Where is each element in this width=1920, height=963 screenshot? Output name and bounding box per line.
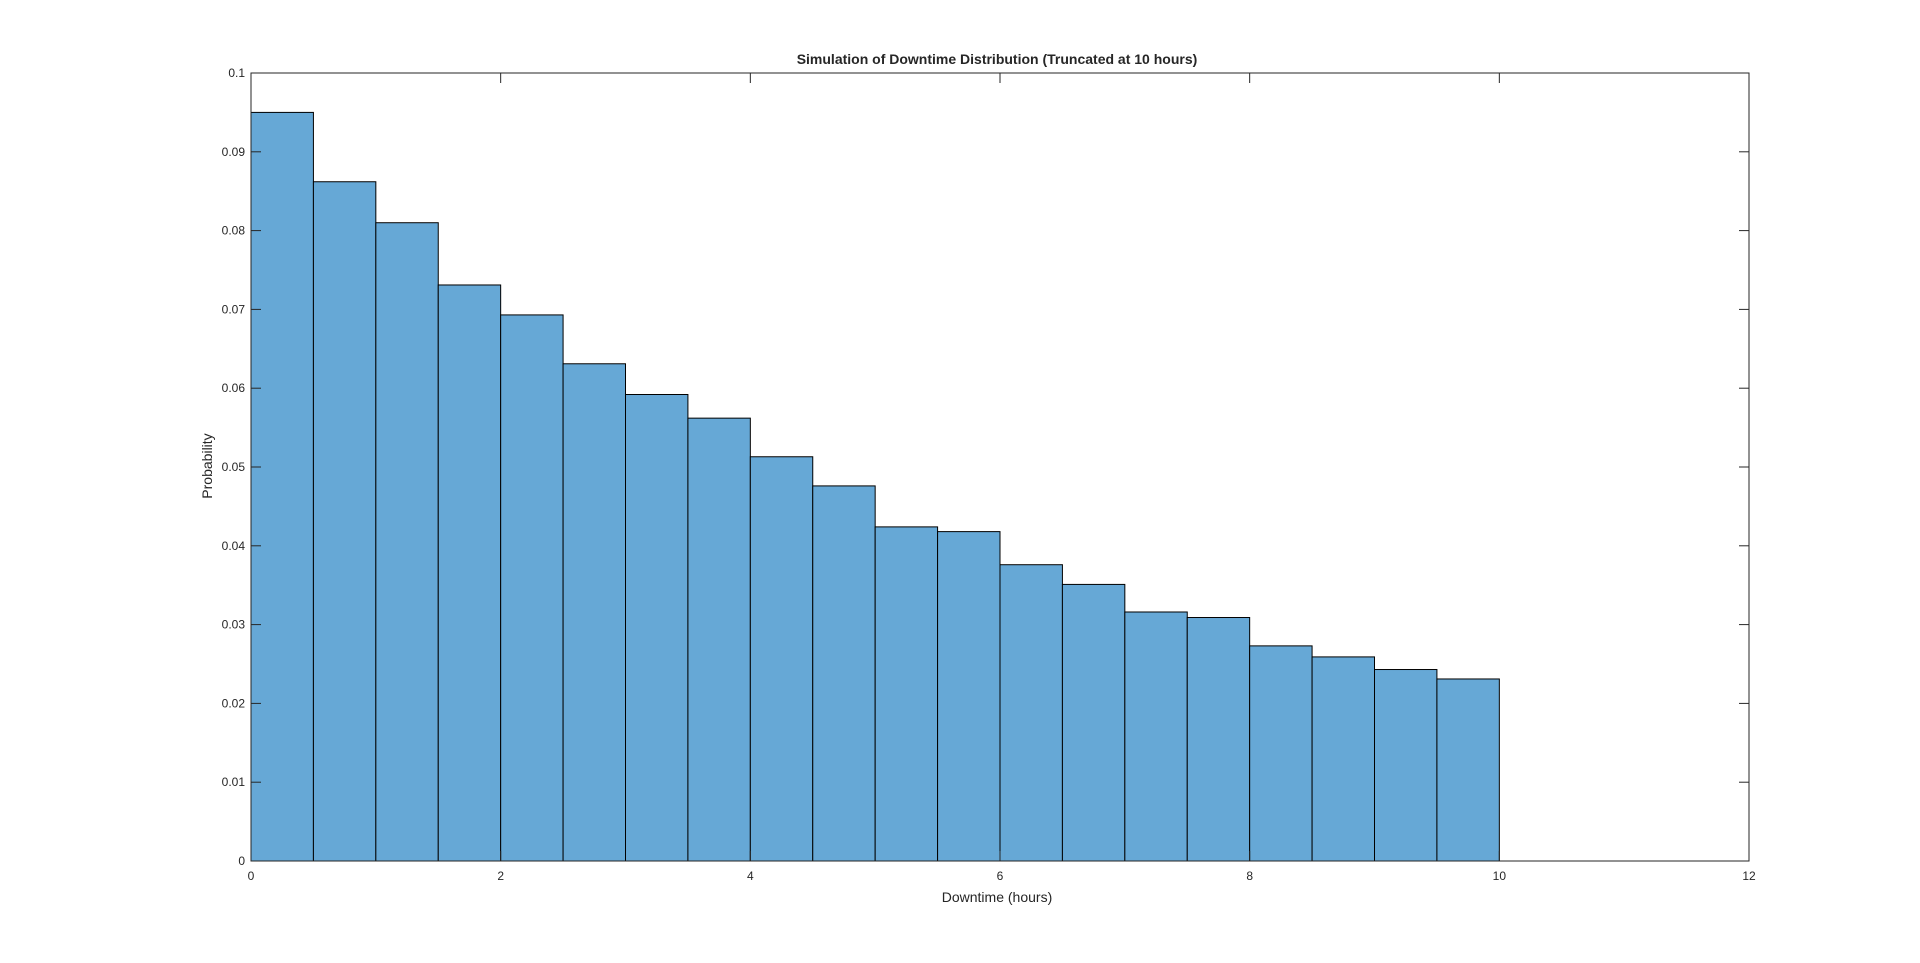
x-tick-label: 4 (747, 869, 754, 883)
histogram-bar (1124, 611, 1188, 862)
histogram-bar (437, 284, 502, 862)
histogram-bar (874, 526, 939, 862)
x-tick-label: 0 (248, 869, 255, 883)
y-tick-label: 0.07 (222, 302, 246, 316)
histogram-bar (1374, 669, 1438, 862)
y-tick-label: 0.05 (222, 460, 246, 474)
histogram-bar (1186, 617, 1251, 862)
chart-title: Simulation of Downtime Distribution (Tru… (797, 51, 1198, 67)
x-tick-label: 10 (1493, 869, 1507, 883)
histogram-bar (749, 456, 814, 862)
histogram-bar (312, 181, 377, 862)
histogram-bar (500, 314, 564, 862)
histogram-bar (562, 363, 626, 862)
axes-group: 0 2 4 6 8 10 12 0 0.01 0.02 0.03 0.04 0.05 0.06 0.07 0.… (222, 66, 1756, 883)
x-tick-label: 12 (1742, 869, 1756, 883)
histogram-bar (375, 222, 439, 862)
histogram-bar (999, 564, 1063, 862)
histogram-bar (1249, 645, 1313, 862)
y-tick-label: 0.08 (222, 224, 246, 238)
x-axis-label: Downtime (hours) (942, 889, 1052, 905)
y-tick-label: 0.1 (228, 66, 245, 80)
histogram-bar (250, 111, 314, 862)
histogram-bar (937, 531, 1001, 862)
y-tick-label: 0.01 (222, 775, 246, 789)
histogram-bar (625, 394, 689, 862)
x-tick-label: 6 (997, 869, 1004, 883)
y-tick-label: 0.09 (222, 145, 246, 159)
x-tick-label: 2 (497, 869, 504, 883)
bars-group (250, 111, 1500, 862)
y-tick-label: 0.06 (222, 381, 246, 395)
histogram-bar (1311, 656, 1376, 862)
x-tick-label: 8 (1246, 869, 1253, 883)
y-tick-label: 0.03 (222, 618, 246, 632)
histogram-bar (687, 417, 751, 862)
y-axis-label: Probability (199, 433, 215, 498)
histogram-bar (1061, 583, 1126, 862)
histogram-bar (1436, 678, 1500, 862)
histogram-bar (812, 485, 876, 862)
y-tick-label: 0.02 (222, 696, 246, 710)
y-tick-label: 0.04 (222, 539, 246, 553)
y-tick-label: 0 (238, 854, 245, 868)
